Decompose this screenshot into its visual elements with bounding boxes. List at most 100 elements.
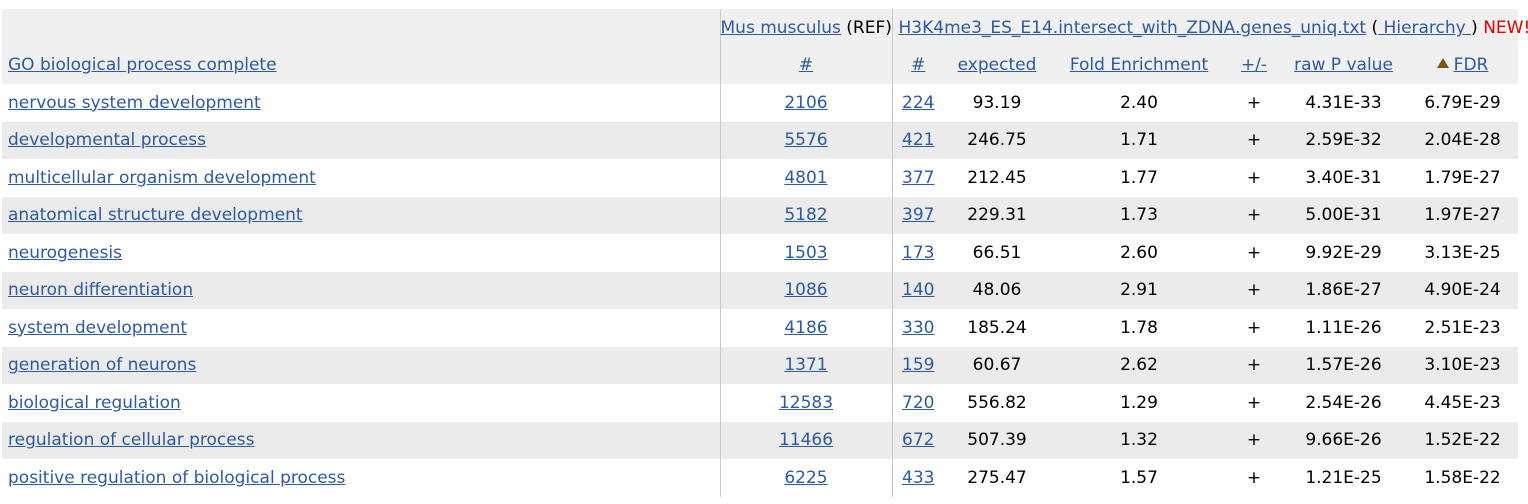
ref-count-link[interactable]: 1503 (784, 242, 828, 263)
table-cell: 1.97E-27 (1407, 196, 1519, 234)
count-link[interactable]: 720 (902, 392, 935, 413)
table-cell: 173 (891, 234, 944, 272)
fdr-value: 6.79E-29 (1424, 92, 1501, 113)
count-link[interactable]: 421 (902, 130, 935, 151)
go-term-link[interactable]: nervous system development (8, 92, 261, 113)
ref-count-link[interactable]: 4801 (784, 167, 828, 188)
direction-value: + (1246, 130, 1262, 151)
fdr-value: 2.04E-28 (1424, 130, 1501, 151)
go-term-link[interactable]: anatomical structure development (8, 205, 303, 226)
table-cell: positive regulation of biological proces… (2, 459, 720, 497)
sort-expected-link[interactable]: expected (957, 55, 1037, 76)
count-link[interactable]: 224 (902, 92, 935, 113)
count-link[interactable]: 377 (902, 167, 935, 188)
table-cell: neuron differentiation (2, 271, 720, 309)
file-name-link[interactable]: H3K4me3_ES_E14.intersect_with_ZDNA.genes… (898, 18, 1367, 39)
sort-raw-p-link[interactable]: raw P value (1294, 55, 1393, 76)
sort-fold-link[interactable]: Fold Enrichment (1069, 55, 1209, 76)
fold-enrichment-value: 2.60 (1120, 242, 1158, 263)
ref-count-link[interactable]: 1086 (784, 280, 828, 301)
col-expected: expected (944, 46, 1050, 84)
ref-organism-link[interactable]: Mus musculus (720, 17, 841, 38)
sort-ref-count-link[interactable]: # (798, 55, 814, 76)
table-cell: 2.40 (1050, 84, 1228, 122)
sort-fdr-link[interactable]: FDR (1453, 55, 1489, 76)
ref-count-link[interactable]: 12583 (778, 392, 834, 413)
results-body: nervous system development 2106 224 93.19 2.… (2, 84, 1519, 497)
ref-count-link[interactable]: 5182 (784, 205, 828, 226)
ref-count-link[interactable]: 5576 (784, 130, 828, 151)
fold-enrichment-value: 1.29 (1120, 392, 1158, 413)
go-term-link[interactable]: biological regulation (8, 392, 181, 413)
sort-direction-link[interactable]: +/- (1240, 55, 1268, 76)
table-cell: + (1228, 309, 1280, 347)
raw-p-value: 1.57E-26 (1305, 355, 1382, 376)
col-fold: Fold Enrichment (1050, 46, 1228, 84)
ref-tag: (REF) (846, 17, 892, 38)
sort-go-term-link[interactable]: GO biological process complete (8, 55, 277, 76)
close-paren: ) (1471, 18, 1478, 39)
table-cell: 185.24 (944, 309, 1050, 347)
count-link[interactable]: 672 (902, 430, 935, 451)
direction-value: + (1246, 430, 1262, 451)
table-cell: + (1228, 459, 1280, 497)
table-cell: 60.67 (944, 346, 1050, 384)
count-link[interactable]: 173 (902, 242, 935, 263)
table-cell: + (1228, 421, 1280, 459)
table-cell: 330 (891, 309, 944, 347)
table-cell: 6225 (719, 459, 892, 497)
table-cell: 3.13E-25 (1407, 234, 1518, 272)
ref-count-link[interactable]: 1371 (784, 355, 828, 376)
fold-enrichment-value: 1.77 (1120, 167, 1158, 188)
raw-p-value: 4.31E-33 (1305, 92, 1382, 113)
table-row: biological regulation 12583 720 556.82 1.29 +… (2, 384, 1518, 422)
raw-p-value: 1.86E-27 (1305, 280, 1382, 301)
expected-value: 185.24 (967, 317, 1027, 338)
count-link[interactable]: 397 (902, 205, 935, 226)
go-term-link[interactable]: generation of neurons (8, 355, 197, 376)
table-cell: regulation of cellular process (2, 421, 720, 459)
expected-value: 229.31 (967, 205, 1027, 226)
expected-value: 246.75 (967, 130, 1027, 151)
table-cell: 212.45 (944, 159, 1050, 197)
file-header: H3K4me3_ES_E14.intersect_with_ZDNA.genes… (891, 9, 1528, 47)
ref-organism-header: Mus musculus (REF) (719, 9, 892, 47)
ref-count-link[interactable]: 11466 (778, 430, 834, 451)
table-cell: + (1228, 196, 1280, 234)
ref-count-link[interactable]: 6225 (784, 467, 828, 488)
table-cell: 1.86E-27 (1280, 271, 1407, 309)
ref-count-link[interactable]: 4186 (784, 317, 828, 338)
table-row: neuron differentiation 1086 140 48.06 2.91 +1… (2, 271, 1519, 309)
go-term-link[interactable]: neuron differentiation (8, 280, 194, 301)
table-cell: 2.60 (1050, 234, 1228, 272)
go-term-link[interactable]: regulation of cellular process (8, 430, 255, 451)
count-link[interactable]: 330 (902, 317, 935, 338)
table-cell: 5.00E-31 (1280, 196, 1407, 234)
count-link[interactable]: 433 (902, 467, 935, 488)
hierarchy-link[interactable]: Hierarchy (1378, 18, 1472, 39)
table-cell: 246.75 (944, 121, 1050, 159)
go-term-link[interactable]: system development (8, 317, 188, 338)
table-cell: 9.66E-26 (1280, 421, 1407, 459)
ref-count-link[interactable]: 2106 (784, 92, 828, 113)
go-term-link[interactable]: neurogenesis (8, 242, 122, 263)
go-term-link[interactable]: positive regulation of biological proces… (8, 467, 346, 488)
col-direction: +/- (1228, 46, 1280, 84)
table-cell: biological regulation (2, 384, 720, 422)
count-link[interactable]: 140 (902, 280, 935, 301)
go-term-link[interactable]: multicellular organism development (8, 167, 316, 188)
table-cell: generation of neurons (2, 346, 720, 384)
table-cell: 4801 (719, 159, 892, 197)
table-cell: 9.92E-29 (1280, 234, 1407, 272)
header-row-top: Mus musculus (REF) H3K4me3_ES_E14.inters… (2, 9, 1528, 47)
expected-value: 275.47 (967, 467, 1027, 488)
table-cell: + (1228, 84, 1280, 122)
table-cell: 66.51 (944, 234, 1050, 272)
go-term-link[interactable]: developmental process (8, 130, 207, 151)
table-cell: 1.57E-26 (1280, 346, 1407, 384)
sort-count-link[interactable]: # (911, 55, 926, 76)
table-cell: 1.32 (1050, 421, 1228, 459)
fdr-value: 1.79E-27 (1424, 167, 1501, 188)
table-row: positive regulation of biological proces… (2, 459, 1518, 497)
count-link[interactable]: 159 (902, 355, 935, 376)
